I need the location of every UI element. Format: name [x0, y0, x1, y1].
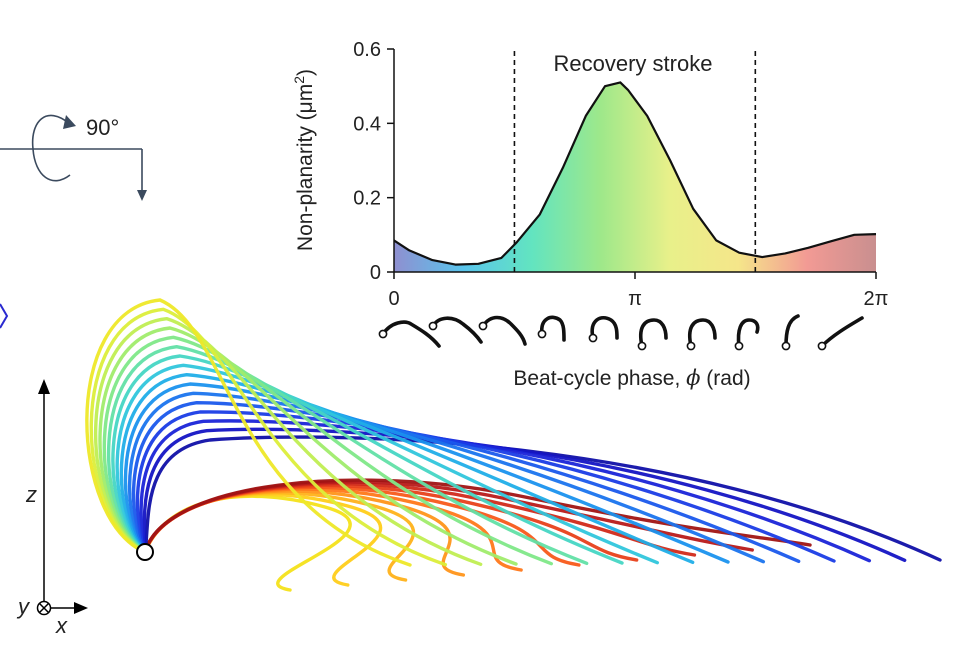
phase-glyph — [378, 320, 441, 348]
waveform-curve — [131, 400, 801, 564]
phase-glyph — [734, 318, 760, 351]
axes-3d: z y x — [16, 379, 88, 638]
rotation-indicator: 90° — [0, 114, 147, 201]
phase-shape-glyphs — [378, 314, 864, 351]
waveform-curve — [143, 435, 942, 562]
area-layer — [393, 81, 877, 273]
waveform-curve — [143, 490, 416, 582]
x-tick-label: 0 — [388, 288, 399, 310]
waveform-curve — [94, 316, 483, 567]
waveform-curve — [143, 492, 383, 587]
x-axis-label: Beat-cycle phase, ϕ (rad) — [513, 366, 750, 390]
waveform-curve — [143, 494, 352, 592]
rotation-angle-label: 90° — [86, 115, 119, 140]
waveform-curve — [115, 363, 660, 565]
area-fill — [394, 82, 876, 273]
phase-glyph — [537, 315, 566, 342]
phase-glyph — [588, 315, 619, 343]
y-axis-label: Non-planarity (μm2) — [291, 69, 317, 251]
waveform-curve — [143, 478, 812, 554]
y-axis-3d-label: y — [16, 594, 31, 619]
cilium-base-circle — [136, 543, 154, 561]
into-page-icon — [36, 600, 52, 616]
chart-axes: 0 0.2 0.4 0.6 0 π 2π — [353, 39, 888, 310]
waveform-curve — [98, 326, 518, 566]
phase-glyph — [817, 316, 864, 351]
waveform-curve — [127, 391, 766, 564]
y-tick-label: 0.6 — [353, 39, 381, 61]
waveform-curve — [102, 335, 554, 566]
waveform-curve — [142, 427, 907, 563]
edge-arrow-mark — [0, 303, 9, 329]
x-tick-label: π — [628, 288, 642, 310]
phase-glyph — [781, 314, 800, 351]
phase-glyph — [686, 318, 717, 351]
y-tick-label: 0.4 — [353, 113, 381, 135]
x-tick-label: 2π — [864, 288, 889, 310]
waveform-curve — [85, 298, 412, 567]
phase-glyph — [637, 318, 668, 351]
y-tick-label: 0 — [370, 262, 381, 284]
series-line — [393, 81, 877, 266]
cilium-waveform — [85, 298, 942, 592]
x-axis-3d-label: x — [55, 613, 68, 638]
waveform-curve — [135, 410, 836, 563]
phase-glyph — [428, 316, 483, 344]
waveform-curve — [111, 354, 624, 565]
non-planarity-chart: 0 0.2 0.4 0.6 0 π 2π Recovery stroke Non-plana… — [291, 39, 888, 390]
phase-glyph — [478, 315, 527, 346]
rotation-arrow-icon — [31, 114, 76, 182]
y-tick-label: 0.2 — [353, 188, 381, 210]
waveform-curve — [139, 419, 872, 563]
recovery-stroke-label: Recovery stroke — [554, 51, 713, 76]
waveform-curve — [89, 307, 448, 567]
z-axis-label: z — [25, 482, 37, 507]
waveform-curve — [106, 344, 589, 566]
waveform-curve — [123, 382, 730, 564]
